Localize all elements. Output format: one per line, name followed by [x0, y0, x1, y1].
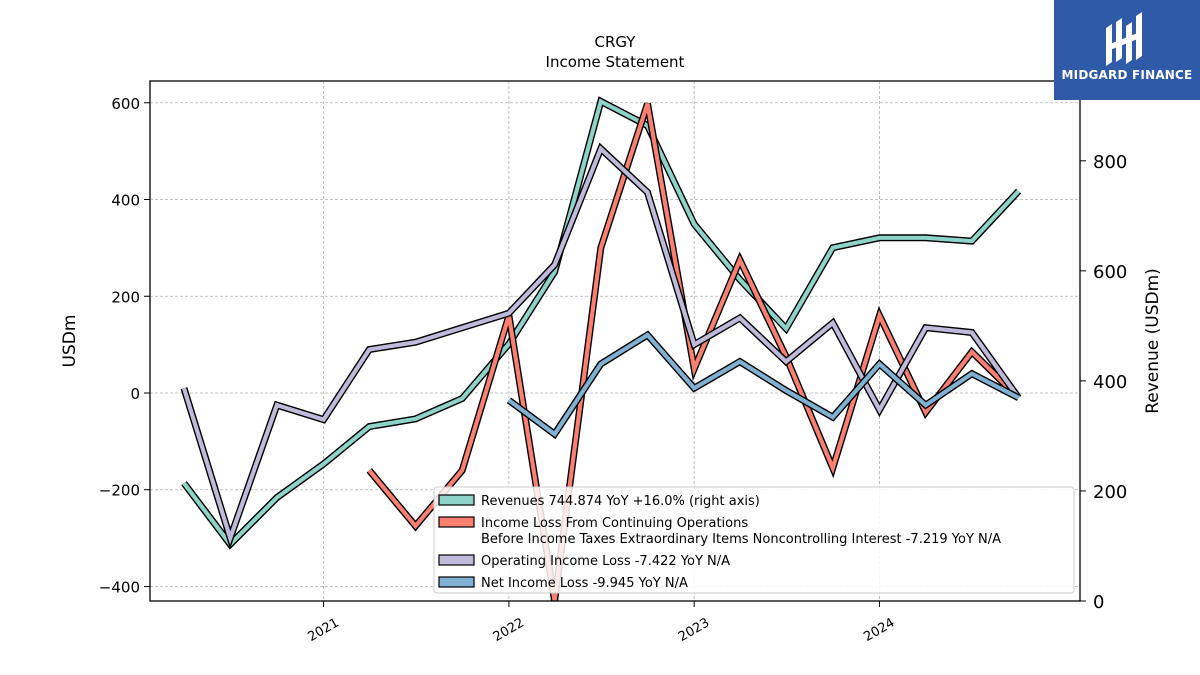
y-tick-label: 400: [111, 192, 140, 210]
brand-name: MIDGARD FINANCE: [1061, 68, 1193, 82]
series-line-income-loss-from: [367, 103, 1021, 602]
x-tick-label: 2022: [491, 615, 527, 645]
y-axis-label: USDm: [60, 315, 80, 368]
series-lines: [180, 96, 1022, 602]
legend-label: Revenues 744.874 YoY +16.0% (right axis): [481, 494, 760, 509]
series-line-revenues-744874-yoy: [182, 98, 1021, 548]
series-line-net-income-loss: [507, 332, 1020, 438]
y-tick-label: 600: [111, 95, 140, 113]
y-tick-label: 0: [130, 385, 140, 403]
chart-subtitle: Income Statement: [546, 53, 685, 71]
y-right-tick-label: 200: [1093, 482, 1127, 503]
legend-label: Net Income Loss -9.945 YoY N/A: [481, 576, 688, 591]
legend-label: Operating Income Loss -7.422 YoY N/A: [481, 554, 730, 569]
series-line-operating-income-loss: [181, 145, 1021, 545]
y-right-tick-label: 400: [1093, 372, 1127, 393]
y-right-tick-label: 600: [1093, 262, 1127, 283]
y-tick-label: −200: [99, 482, 140, 500]
legend: Revenues 744.874 YoY +16.0% (right axis)…: [433, 486, 1075, 594]
plot-frame: [149, 80, 1081, 602]
legend-swatch: [438, 516, 475, 528]
x-tick-label: 2023: [676, 615, 712, 645]
y-tick-label: −400: [99, 578, 140, 596]
brand-logo: MIDGARD FINANCE: [1054, 0, 1200, 100]
legend-swatch: [438, 554, 475, 566]
y-axis-label-right: Revenue (USDm): [1143, 268, 1163, 414]
series-outline-revenues-744874-yoy: [181, 96, 1022, 550]
y-right-tick-label: 800: [1093, 152, 1127, 173]
x-tick-label: 2021: [305, 615, 341, 645]
legend-box: [433, 486, 1075, 594]
y-tick-label: 200: [111, 288, 140, 306]
x-tick-label: 2024: [861, 615, 897, 645]
chart-title: CRGY: [595, 33, 637, 51]
legend-swatch: [438, 494, 475, 506]
midgard-logo-icon: [1106, 12, 1142, 66]
legend-swatch: [438, 576, 475, 588]
legend-label: Income Loss From Continuing Operations Be…: [481, 516, 1001, 547]
y-right-tick-label: 0: [1093, 592, 1104, 613]
